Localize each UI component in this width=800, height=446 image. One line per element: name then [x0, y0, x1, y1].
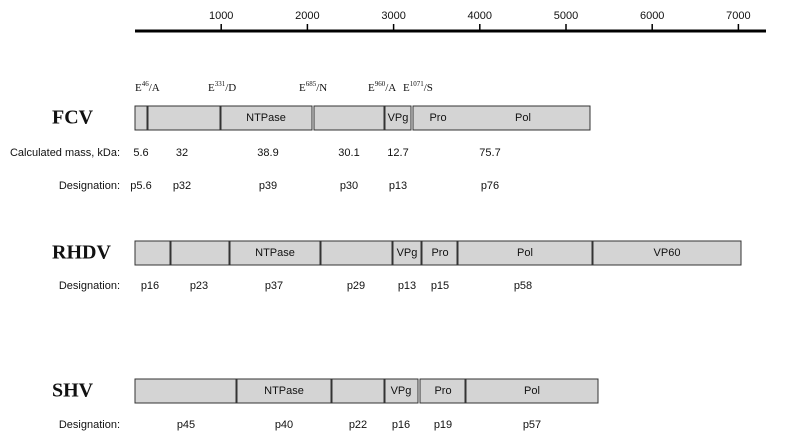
protein-label: VPg — [397, 247, 418, 259]
cleavage-site: E960/A — [368, 80, 396, 94]
row-value: p15 — [431, 280, 449, 292]
protein-box — [331, 378, 385, 404]
row-value: 75.7 — [479, 147, 500, 159]
row-value: p13 — [398, 280, 416, 292]
row-value: p30 — [340, 180, 358, 192]
protein-label: VPg — [388, 112, 409, 124]
scale-tick-label: 3000 — [381, 10, 405, 22]
genome-name: SHV — [52, 380, 94, 402]
row-value: 5.6 — [133, 147, 148, 159]
cleavage-change: /S — [424, 82, 433, 94]
row-value: p45 — [177, 419, 195, 431]
row-value: p76 — [481, 180, 499, 192]
scale-tick-label: 4000 — [468, 10, 492, 22]
genome-name: FCV — [52, 107, 94, 129]
cleavage-site: E1071/S — [403, 80, 433, 94]
row-value: 32 — [176, 147, 188, 159]
cleavage-position: 1071 — [410, 80, 425, 88]
protein-label: Pro — [429, 112, 446, 124]
protein-box — [134, 378, 237, 404]
protein-box — [465, 378, 599, 404]
scale-tick-label: 5000 — [554, 10, 578, 22]
cleavage-position: 685 — [306, 80, 317, 88]
protein-box — [457, 240, 593, 266]
protein-label: Pol — [515, 112, 531, 124]
row-value: p16 — [392, 419, 410, 431]
row-label: Designation: — [59, 180, 120, 192]
row-value: p22 — [349, 419, 367, 431]
cleavage-position: 46 — [142, 80, 150, 88]
protein-box — [320, 240, 393, 266]
protein-label: Pro — [434, 385, 451, 397]
protein-label: NTPase — [264, 385, 304, 397]
cleavage-change: /A — [385, 82, 396, 94]
row-value: 38.9 — [257, 147, 278, 159]
row-label: Designation: — [59, 419, 120, 431]
protein-label: VP60 — [654, 247, 681, 259]
scale-tick-label: 1000 — [209, 10, 233, 22]
cleavage-site: E46/A — [135, 80, 160, 94]
row-value: p5.6 — [130, 180, 151, 192]
protein-label: NTPase — [246, 112, 286, 124]
row-value: p37 — [265, 280, 283, 292]
cleavage-residue: E — [135, 82, 142, 94]
row-value: p32 — [173, 180, 191, 192]
cleavage-site: E331/D — [208, 80, 236, 94]
cleavage-change: /N — [316, 82, 327, 94]
row-value: p19 — [434, 419, 452, 431]
row-value: 12.7 — [387, 147, 408, 159]
row-value: p29 — [347, 280, 365, 292]
protein-box — [419, 378, 466, 404]
protein-box — [220, 105, 313, 131]
row-value: p57 — [523, 419, 541, 431]
protein-box — [170, 240, 230, 266]
protein-box — [392, 240, 422, 266]
protein-label: VPg — [391, 385, 412, 397]
row-value: p23 — [190, 280, 208, 292]
cleavage-site: E685/N — [299, 80, 327, 94]
scale-tick-label: 2000 — [295, 10, 319, 22]
protein-box — [421, 240, 458, 266]
row-label: Calculated mass, kDa: — [10, 147, 120, 159]
row-value: 30.1 — [338, 147, 359, 159]
protein-label: Pol — [517, 247, 533, 259]
protein-label: NTPase — [255, 247, 295, 259]
genome-name: RHDV — [52, 242, 111, 264]
row-value: p40 — [275, 419, 293, 431]
row-label: Designation: — [59, 280, 120, 292]
protein-box — [384, 105, 412, 131]
protein-box — [134, 105, 148, 131]
protein-box — [313, 105, 385, 131]
protein-label: Pro — [431, 247, 448, 259]
cleavage-residue: E — [368, 82, 375, 94]
cleavage-position: 960 — [375, 80, 386, 88]
protein-box — [236, 378, 332, 404]
protein-box — [412, 105, 591, 131]
protein-box — [229, 240, 321, 266]
scale-tick-label: 6000 — [640, 10, 664, 22]
row-value: p39 — [259, 180, 277, 192]
protein-box — [134, 240, 171, 266]
scale-tick-label: 7000 — [726, 10, 750, 22]
protein-box — [592, 240, 742, 266]
cleavage-change: /D — [225, 82, 236, 94]
protein-box — [384, 378, 419, 404]
cleavage-residue: E — [299, 82, 306, 94]
cleavage-residue: E — [208, 82, 215, 94]
cleavage-residue: E — [403, 82, 410, 94]
protein-label: Pol — [524, 385, 540, 397]
row-value: p16 — [141, 280, 159, 292]
row-value: p13 — [389, 180, 407, 192]
cleavage-change: /A — [149, 82, 160, 94]
protein-box — [147, 105, 221, 131]
cleavage-position: 331 — [215, 80, 226, 88]
row-value: p58 — [514, 280, 532, 292]
